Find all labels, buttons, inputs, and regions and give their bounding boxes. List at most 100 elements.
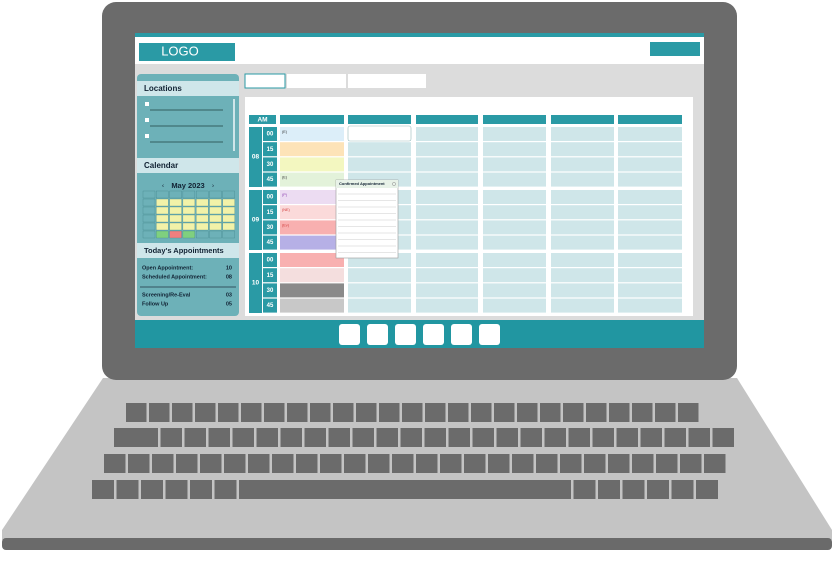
key[interactable] (356, 403, 377, 422)
slot[interactable] (416, 190, 478, 204)
key[interactable] (696, 480, 718, 499)
key[interactable] (333, 403, 354, 422)
dock-button[interactable] (395, 324, 416, 345)
calendar-day[interactable] (209, 206, 222, 215)
calendar-day[interactable] (182, 198, 196, 207)
dock-button[interactable] (367, 324, 388, 345)
key[interactable] (92, 480, 114, 499)
checkbox[interactable] (145, 102, 149, 106)
key[interactable] (200, 454, 222, 473)
key[interactable] (592, 428, 615, 447)
calendar-day[interactable] (196, 198, 209, 207)
key[interactable] (320, 454, 342, 473)
slot[interactable] (280, 157, 344, 172)
selected-slot[interactable] (347, 125, 412, 142)
slot[interactable] (551, 205, 614, 220)
calendar-day[interactable] (196, 230, 209, 239)
slot[interactable] (551, 298, 614, 313)
key[interactable] (128, 454, 150, 473)
key[interactable] (149, 403, 170, 422)
prev-arrow[interactable]: ‹ (162, 184, 164, 190)
slot[interactable] (618, 157, 682, 172)
calendar-day[interactable] (182, 214, 196, 223)
calendar-day[interactable] (196, 222, 209, 231)
slot[interactable] (551, 157, 614, 172)
key[interactable] (195, 403, 216, 422)
calendar-day[interactable] (156, 214, 169, 223)
key[interactable] (304, 428, 327, 447)
calendar-day[interactable] (156, 198, 169, 207)
calendar-day[interactable] (169, 222, 182, 231)
slot[interactable] (483, 268, 546, 283)
slot[interactable] (618, 127, 682, 141)
key[interactable] (586, 403, 607, 422)
calendar-day[interactable] (156, 230, 169, 239)
key[interactable] (264, 403, 285, 422)
key[interactable] (678, 403, 699, 422)
key[interactable] (632, 454, 654, 473)
key[interactable] (540, 403, 561, 422)
key[interactable] (344, 454, 366, 473)
slot[interactable] (280, 235, 344, 250)
calendar-day[interactable] (196, 206, 209, 215)
slot[interactable] (416, 298, 478, 313)
dock-button[interactable] (451, 324, 472, 345)
key[interactable] (464, 454, 486, 473)
key[interactable] (568, 428, 591, 447)
key[interactable] (208, 428, 231, 447)
dock-button[interactable] (339, 324, 360, 345)
slot[interactable] (483, 127, 546, 141)
slot[interactable] (416, 268, 478, 283)
tab[interactable] (244, 73, 286, 89)
calendar-day[interactable] (156, 222, 169, 231)
slot[interactable] (551, 253, 614, 267)
key[interactable] (598, 480, 620, 499)
slot[interactable] (348, 157, 411, 172)
calendar-day[interactable] (182, 206, 196, 215)
slot[interactable] (551, 172, 614, 187)
slot[interactable] (483, 283, 546, 298)
calendar-day[interactable] (222, 222, 235, 231)
slot[interactable] (551, 127, 614, 141)
key[interactable] (218, 403, 239, 422)
calendar-day[interactable] (169, 214, 182, 223)
calendar-day[interactable] (156, 190, 169, 199)
calendar-day[interactable] (142, 190, 156, 199)
key[interactable] (680, 454, 702, 473)
key[interactable] (224, 454, 246, 473)
key[interactable] (184, 428, 207, 447)
key[interactable] (425, 403, 446, 422)
slot[interactable] (483, 205, 546, 220)
key[interactable] (608, 454, 630, 473)
key[interactable] (573, 480, 596, 499)
key[interactable] (104, 454, 126, 473)
key[interactable] (116, 480, 139, 499)
calendar-day[interactable] (222, 198, 235, 207)
key[interactable] (448, 428, 471, 447)
checkbox[interactable] (145, 134, 149, 138)
slot[interactable] (416, 127, 478, 141)
key[interactable] (517, 403, 538, 422)
slot[interactable] (280, 172, 344, 187)
header-button[interactable] (650, 42, 700, 56)
calendar-day[interactable] (222, 190, 235, 199)
key[interactable] (609, 403, 630, 422)
slot[interactable] (618, 142, 682, 157)
calendar-day[interactable] (222, 230, 235, 239)
slot[interactable] (280, 268, 344, 283)
slot[interactable] (618, 190, 682, 204)
slot[interactable] (348, 142, 411, 157)
slot[interactable] (483, 190, 546, 204)
key[interactable] (287, 403, 308, 422)
calendar-day[interactable] (182, 190, 196, 199)
tab[interactable] (287, 74, 346, 88)
slot[interactable] (618, 298, 682, 313)
key[interactable] (440, 454, 462, 473)
checkbox[interactable] (145, 118, 149, 122)
slot[interactable] (618, 205, 682, 220)
dock-button[interactable] (479, 324, 500, 345)
key[interactable] (704, 454, 726, 473)
key[interactable] (328, 428, 351, 447)
calendar-day[interactable] (209, 214, 222, 223)
key[interactable] (176, 454, 198, 473)
